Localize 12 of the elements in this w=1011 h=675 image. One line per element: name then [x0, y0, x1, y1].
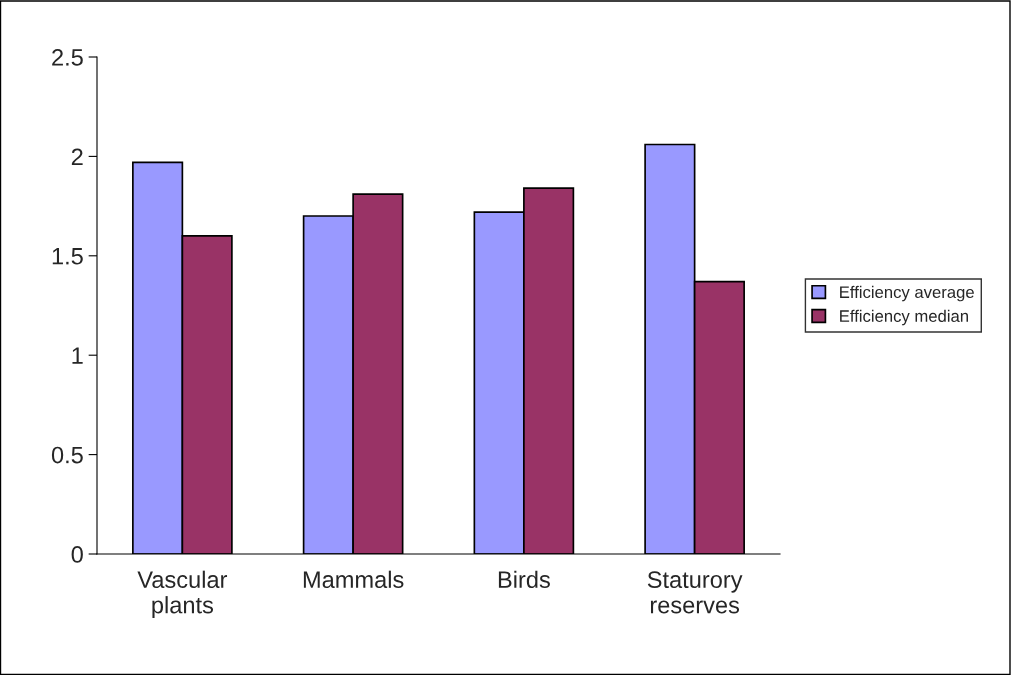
- legend-label: Efficiency average: [840, 285, 974, 302]
- y-tick-label: 0: [71, 546, 83, 563]
- y-tick-label: 1: [72, 347, 83, 364]
- x-tick-label: Birds: [498, 570, 550, 589]
- y-tick-label: 2.5: [52, 49, 83, 66]
- x-tick-label: Mammals: [303, 570, 404, 589]
- x-tick-label: Staturory reserves: [647, 571, 743, 614]
- y-tick-label: 0.5: [51, 446, 83, 464]
- x-tick-label: Vascular plants: [137, 570, 228, 619]
- y-tick-label: 2: [71, 148, 83, 165]
- y-tick-label: 1.5: [52, 248, 83, 265]
- legend-label: Efficiency median: [840, 309, 968, 326]
